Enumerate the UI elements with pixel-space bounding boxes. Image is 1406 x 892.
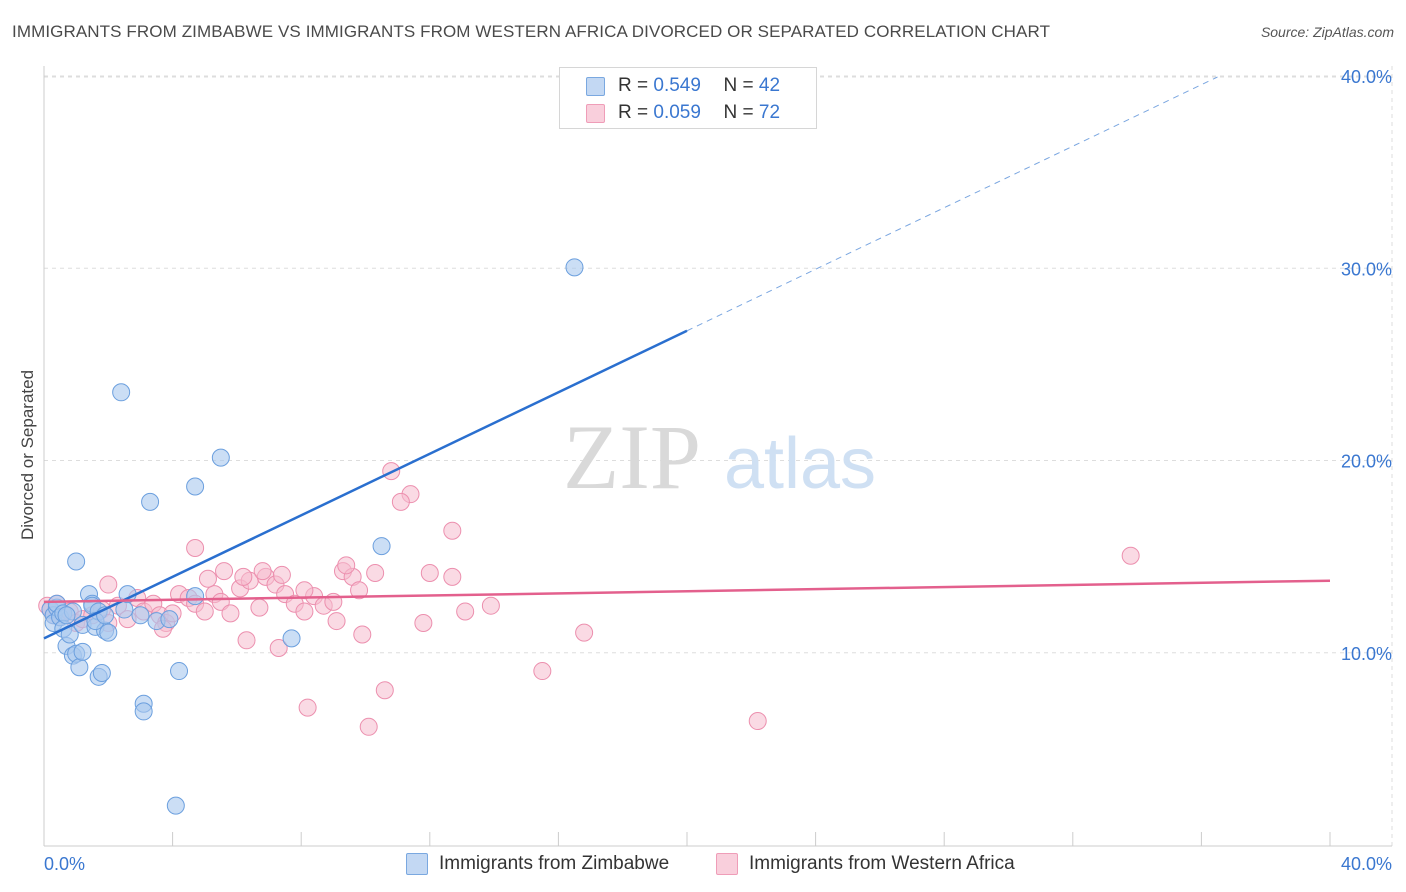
point-western-africa xyxy=(253,562,272,581)
x-tick-label-min: 0.0% xyxy=(44,854,85,874)
point-zimbabwe xyxy=(160,610,179,629)
point-zimbabwe xyxy=(67,552,86,571)
point-zimbabwe xyxy=(112,383,131,402)
point-western-africa xyxy=(250,598,269,617)
point-western-africa xyxy=(443,567,462,586)
point-zimbabwe xyxy=(99,623,118,642)
legend-r-label: R = xyxy=(618,102,649,123)
y-axis-label: Divorced or Separated xyxy=(18,369,37,541)
trend-layer xyxy=(43,76,1331,640)
point-western-africa xyxy=(375,681,394,700)
point-western-africa xyxy=(211,592,230,611)
y-tick-label: 20.0% xyxy=(1341,452,1392,472)
point-western-africa xyxy=(195,602,214,621)
point-western-africa xyxy=(269,638,288,657)
point-western-africa xyxy=(350,581,369,600)
x-tick-label-max: 40.0% xyxy=(1341,854,1392,874)
point-western-africa xyxy=(748,712,767,731)
grid-layer xyxy=(44,66,1393,846)
legend-n-label: N = xyxy=(723,75,754,96)
source-label: Source: ZipAtlas.com xyxy=(1260,24,1394,40)
point-zimbabwe xyxy=(282,629,301,648)
point-western-africa xyxy=(337,556,356,575)
point-western-africa xyxy=(414,613,433,632)
watermark-zip: ZIP xyxy=(563,406,701,508)
point-western-africa xyxy=(215,562,234,581)
point-zimbabwe xyxy=(166,796,185,815)
point-zimbabwe xyxy=(170,662,189,681)
watermark-atlas: atlas xyxy=(724,424,876,504)
y-tick-label: 40.0% xyxy=(1341,67,1392,87)
point-western-africa xyxy=(359,717,378,736)
point-western-africa xyxy=(295,602,314,621)
legend-swatch-zimbabwe xyxy=(586,77,605,96)
point-western-africa xyxy=(481,596,500,615)
point-western-africa xyxy=(298,698,317,717)
point-zimbabwe xyxy=(141,492,160,511)
legend-n-value-western-africa: 72 xyxy=(758,102,781,123)
point-zimbabwe xyxy=(186,587,205,606)
chart-title: IMMIGRANTS FROM ZIMBABWE VS IMMIGRANTS F… xyxy=(12,22,1051,41)
point-western-africa xyxy=(221,604,240,623)
point-western-africa xyxy=(186,539,205,558)
point-zimbabwe xyxy=(372,537,391,556)
point-zimbabwe xyxy=(73,642,92,661)
point-zimbabwe xyxy=(131,606,150,625)
legend-r-label: R = xyxy=(618,75,649,96)
point-western-africa xyxy=(533,662,552,681)
trendline-western-africa xyxy=(43,579,1331,604)
tick-labels: 10.0% 20.0% 30.0% 40.0% 0.0% 40.0% xyxy=(44,67,1392,874)
point-western-africa xyxy=(198,569,217,588)
point-western-africa xyxy=(443,521,462,540)
trendline-zimbabwe xyxy=(43,329,688,640)
legend-swatch-western-africa xyxy=(586,104,605,123)
legend-n-label: N = xyxy=(723,102,754,123)
legend-r-value-zimbabwe: 0.549 xyxy=(653,75,701,96)
point-western-africa xyxy=(575,623,594,642)
axis-layer xyxy=(43,66,1392,847)
bottom-legend-label-zimbabwe: Immigrants from Zimbabwe xyxy=(439,853,670,874)
point-western-africa xyxy=(99,575,118,594)
point-western-africa xyxy=(420,564,439,583)
legend-r-value-western-africa: 0.059 xyxy=(653,102,701,123)
stats-legend: R = 0.549 N = 42 R = 0.059 N = 72 xyxy=(559,67,817,129)
point-zimbabwe xyxy=(70,658,89,677)
point-zimbabwe xyxy=(565,258,584,277)
y-tick-label: 10.0% xyxy=(1341,644,1392,664)
series-zimbabwe-points xyxy=(41,258,584,815)
point-western-africa xyxy=(327,612,346,631)
point-western-africa xyxy=(456,602,475,621)
bottom-legend-swatch-zimbabwe xyxy=(406,853,428,875)
point-western-africa xyxy=(1121,546,1140,565)
point-western-africa xyxy=(237,631,256,650)
point-zimbabwe xyxy=(134,702,153,721)
point-zimbabwe xyxy=(57,606,76,625)
point-zimbabwe xyxy=(186,477,205,496)
point-western-africa xyxy=(391,492,410,511)
point-western-africa xyxy=(366,564,385,583)
point-zimbabwe xyxy=(92,663,111,682)
bottom-legend-swatch-western-africa xyxy=(716,853,738,875)
point-western-africa xyxy=(234,567,253,586)
legend-n-value-zimbabwe: 42 xyxy=(758,75,781,96)
point-western-africa xyxy=(272,565,291,584)
y-tick-label: 30.0% xyxy=(1341,259,1392,279)
bottom-legend-label-western-africa: Immigrants from Western Africa xyxy=(749,853,1015,874)
watermark: ZIP atlas xyxy=(563,406,876,508)
point-western-africa xyxy=(353,625,372,644)
point-zimbabwe xyxy=(211,448,230,467)
